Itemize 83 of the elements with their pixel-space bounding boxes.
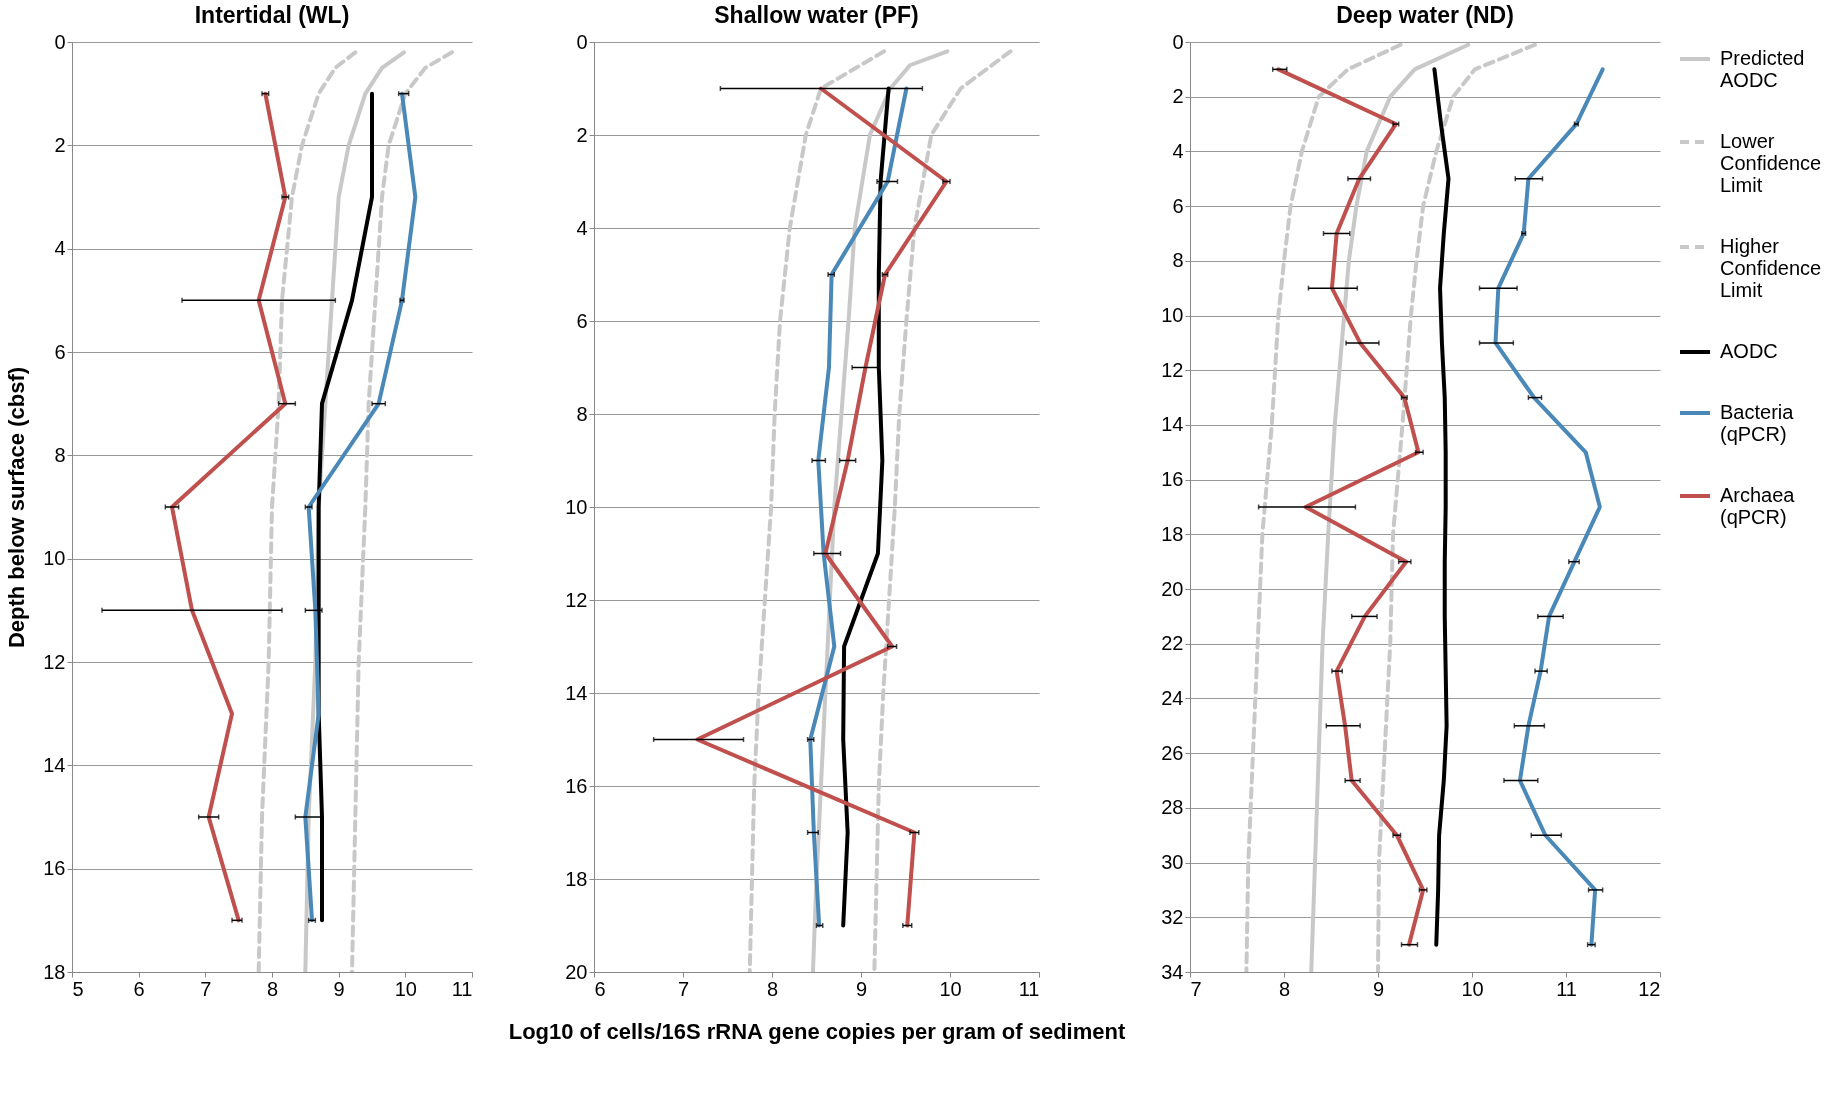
- x-tick-label: 8: [266, 977, 279, 1000]
- chart-title: Intertidal (WL): [194, 2, 350, 28]
- line-series: [350, 50, 454, 972]
- line-series: [808, 86, 909, 928]
- y-tick-label: 18: [565, 867, 588, 890]
- y-tick-label: 8: [1172, 249, 1184, 272]
- y-tick-label: 12: [565, 588, 588, 611]
- y-tick-label: 16: [43, 857, 66, 880]
- y-tick-label: 34: [1161, 960, 1184, 983]
- y-tick-label: 10: [565, 495, 588, 518]
- y-tick-label: 8: [576, 402, 588, 425]
- y-tick-label: 0: [1172, 30, 1184, 53]
- x-tick-label: 7: [677, 977, 690, 1000]
- x-tick-label: 10: [1461, 977, 1484, 1000]
- x-tick-label: 10: [394, 977, 417, 1000]
- y-tick-label: 16: [565, 774, 588, 797]
- line-series: [747, 49, 887, 972]
- y-tick-label: 4: [576, 216, 588, 239]
- y-axis-title: Depth below surface (cbsf): [4, 366, 30, 649]
- x-tick-label: 12: [1638, 977, 1661, 1000]
- y-tick-label: 24: [1161, 686, 1184, 709]
- x-tick-label: 9: [1372, 977, 1385, 1000]
- line-series: [695, 86, 949, 928]
- y-tick-label: 16: [1161, 468, 1184, 491]
- x-tick-label: 11: [1556, 977, 1577, 1000]
- y-tick-label: 20: [1161, 577, 1184, 600]
- x-tick-label: 7: [200, 977, 212, 1000]
- line-series: [872, 49, 1013, 972]
- y-tick-label: 6: [54, 340, 66, 363]
- x-tick-label: 9: [333, 977, 345, 1000]
- line-series: [1309, 42, 1471, 972]
- y-tick-label: 14: [1161, 413, 1184, 436]
- x-tick-label: 11: [1018, 977, 1040, 1000]
- x-tick-label: 6: [133, 977, 145, 1000]
- x-axis-title: Log10 of cells/16S rRNA gene copies per gram of sediment: [508, 1018, 1126, 1044]
- y-tick-label: 4: [54, 237, 66, 260]
- line-series: [170, 91, 288, 923]
- y-tick-label: 12: [43, 650, 66, 673]
- y-tick-label: 4: [1172, 139, 1184, 162]
- y-tick-label: 6: [576, 309, 588, 332]
- y-tick-label: 30: [1161, 851, 1184, 874]
- x-tick-label: 8: [1278, 977, 1291, 1000]
- y-tick-label: 2: [1172, 85, 1184, 108]
- y-tick-label: 14: [565, 681, 588, 704]
- line-series: [1376, 42, 1537, 972]
- x-tick-label: 9: [855, 977, 868, 1000]
- y-tick-label: 0: [54, 30, 66, 53]
- y-tick-label: 8: [54, 443, 66, 466]
- legend-label: AODC: [1720, 340, 1778, 362]
- chart-title: Shallow water (PF): [714, 2, 919, 28]
- y-tick-label: 6: [1172, 194, 1184, 217]
- y-tick-label: 10: [1161, 304, 1184, 327]
- x-tick-label: 5: [72, 977, 84, 1000]
- y-tick-label: 2: [54, 133, 66, 156]
- y-tick-label: 26: [1161, 741, 1184, 764]
- y-tick-label: 28: [1161, 796, 1184, 819]
- legend-label: Lower Confidence Limit: [1720, 130, 1822, 196]
- legend-label: Bacteria (qPCR): [1720, 401, 1795, 445]
- y-tick-label: 18: [43, 960, 66, 983]
- y-tick-label: 2: [576, 123, 588, 146]
- legend-label: Archaea (qPCR): [1720, 484, 1796, 528]
- line-series: [1432, 67, 1451, 947]
- y-tick-label: 10: [43, 547, 66, 570]
- legend-label: Predicted AODC: [1720, 47, 1805, 91]
- line-series: [1493, 67, 1605, 947]
- legend-label: Higher Confidence Limit: [1720, 235, 1822, 301]
- x-tick-label: 7: [1190, 977, 1202, 1000]
- y-tick-label: 20: [565, 960, 588, 983]
- chart-title: Deep water (ND): [1336, 2, 1514, 28]
- x-tick-label: 6: [594, 977, 606, 1000]
- y-tick-label: 32: [1161, 905, 1184, 928]
- line-series: [256, 50, 358, 972]
- x-tick-label: 11: [451, 977, 473, 1000]
- y-tick-label: 0: [576, 30, 588, 53]
- line-series: [1276, 67, 1426, 947]
- line-series: [1244, 42, 1403, 972]
- x-tick-label: 8: [766, 977, 779, 1000]
- x-tick-label: 10: [939, 977, 962, 1000]
- y-tick-label: 22: [1161, 632, 1184, 655]
- y-tick-label: 12: [1161, 358, 1184, 381]
- y-tick-label: 14: [43, 753, 66, 776]
- y-tick-label: 18: [1161, 522, 1184, 545]
- line-series: [303, 91, 418, 923]
